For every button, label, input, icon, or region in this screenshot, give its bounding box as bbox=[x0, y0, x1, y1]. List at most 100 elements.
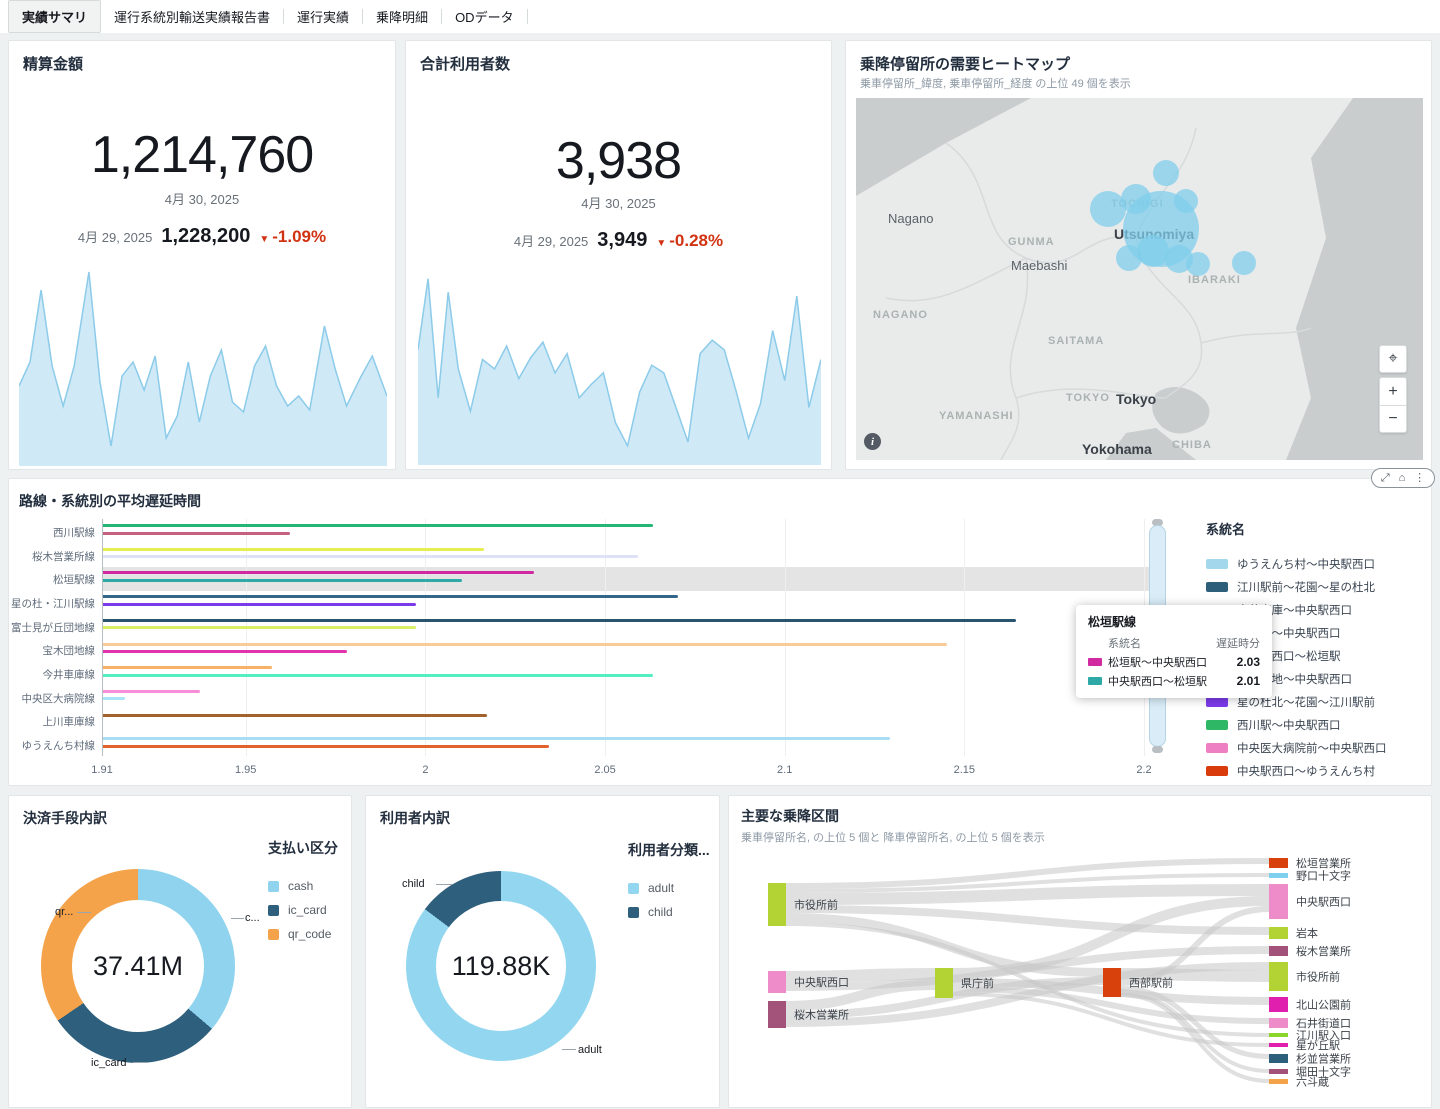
y-category-label: 桜木営業所線 bbox=[32, 550, 95, 563]
legend-swatch bbox=[268, 904, 279, 916]
delay-bar[interactable] bbox=[103, 744, 549, 748]
demand-bubble[interactable] bbox=[1232, 251, 1256, 275]
sankey-link[interactable] bbox=[952, 992, 1270, 1047]
users-donut-chart[interactable]: 119.88K bbox=[406, 871, 596, 1061]
sankey-link[interactable] bbox=[1120, 986, 1270, 1059]
demand-bubble[interactable] bbox=[1153, 160, 1179, 186]
map-zoom-out-button[interactable]: − bbox=[1379, 405, 1407, 433]
delay-bar[interactable] bbox=[103, 689, 200, 693]
donut-total: 119.88K bbox=[451, 950, 551, 981]
delay-bar[interactable] bbox=[103, 602, 416, 606]
sankey-node-中央駅西口[interactable] bbox=[768, 971, 786, 993]
demand-bubble[interactable] bbox=[1174, 189, 1198, 213]
demand-bubble[interactable] bbox=[1121, 184, 1151, 214]
tab-ridership-detail[interactable]: 乗降明細 bbox=[376, 10, 429, 25]
sankey-node-松垣営業所[interactable] bbox=[1269, 858, 1288, 868]
sankey-node-岩本[interactable] bbox=[1269, 927, 1288, 939]
delay-bar[interactable] bbox=[103, 618, 1016, 622]
sankey-link[interactable] bbox=[785, 905, 1270, 935]
legend-item-adult[interactable]: adult bbox=[628, 876, 710, 900]
sankey-node-堀田十文字[interactable] bbox=[1269, 1069, 1288, 1074]
expand-icon[interactable]: ⤢ bbox=[1380, 471, 1390, 484]
sankey-link[interactable] bbox=[1120, 991, 1270, 1073]
legend-item-qr_code[interactable]: qr_code bbox=[268, 922, 338, 946]
delay-bar[interactable] bbox=[103, 642, 948, 646]
delay-bar[interactable] bbox=[103, 650, 348, 653]
delay-bar[interactable] bbox=[103, 524, 653, 527]
delay-bar[interactable] bbox=[103, 666, 272, 670]
map-zoom-in-button[interactable]: + bbox=[1379, 377, 1407, 405]
tab-od-data[interactable]: ODデータ bbox=[455, 10, 514, 25]
gridline bbox=[245, 519, 247, 756]
sankey-link[interactable] bbox=[785, 858, 1270, 889]
delay-bar[interactable] bbox=[103, 626, 416, 630]
delay-bar[interactable] bbox=[103, 595, 678, 599]
callout-child: child bbox=[402, 878, 425, 890]
sankey-link[interactable] bbox=[1120, 906, 1270, 986]
sankey-node-市役所前[interactable] bbox=[1269, 962, 1288, 991]
kebab-menu-icon[interactable]: ⋮ bbox=[1414, 471, 1426, 484]
delay-bar[interactable] bbox=[103, 531, 290, 535]
map-recenter-button[interactable]: ⌖ bbox=[1379, 345, 1407, 373]
sankey-node-西部駅前[interactable] bbox=[1103, 968, 1121, 997]
legend-item[interactable]: 西川駅～中央駅西口 bbox=[1206, 713, 1426, 736]
users-trend-sparkline[interactable] bbox=[418, 273, 821, 465]
sankey-node-石井街道口[interactable] bbox=[1269, 1018, 1288, 1028]
sankey-link[interactable] bbox=[952, 896, 1270, 978]
sankey-node-桜木営業所[interactable] bbox=[1269, 946, 1288, 956]
delay-bar[interactable] bbox=[103, 578, 463, 582]
sankey-link[interactable] bbox=[1120, 993, 1270, 1083]
sankey-link[interactable] bbox=[785, 884, 1270, 905]
demand-bubble[interactable] bbox=[1137, 235, 1169, 267]
sankey-node-市役所前[interactable] bbox=[768, 883, 786, 926]
legend-item[interactable]: 中央医大病院前～中央駅西口 bbox=[1206, 736, 1426, 759]
sankey-link[interactable] bbox=[785, 873, 1270, 893]
legend-item[interactable]: ゆうえんち村～中央駅西口 bbox=[1206, 552, 1426, 575]
tab-transport-report[interactable]: 運行系統別輸送実績報告書 bbox=[114, 10, 271, 25]
legend-item-ic_card[interactable]: ic_card bbox=[268, 898, 338, 922]
kpi-change: ▼ -0.28% bbox=[656, 231, 724, 250]
map-info-icon[interactable]: i bbox=[864, 433, 881, 450]
demand-bubble[interactable] bbox=[1116, 245, 1142, 271]
legend-item[interactable]: 星の杜北～花園～江川駅前 bbox=[1206, 690, 1426, 713]
delay-bar[interactable] bbox=[103, 555, 639, 559]
sankey-link[interactable] bbox=[1120, 968, 1270, 982]
legend-item-cash[interactable]: cash bbox=[268, 874, 338, 898]
sankey-link[interactable] bbox=[785, 968, 936, 983]
legend-item[interactable]: 江川駅前～花園～星の杜北 bbox=[1206, 575, 1426, 598]
settlement-trend-sparkline[interactable] bbox=[19, 266, 387, 466]
home-icon[interactable]: ⌂ bbox=[1398, 471, 1406, 484]
sankey-link[interactable] bbox=[785, 980, 936, 1011]
sankey-node-杉並営業所[interactable] bbox=[1269, 1054, 1288, 1063]
delay-bar[interactable] bbox=[103, 673, 653, 677]
sankey-link[interactable] bbox=[952, 986, 1270, 1024]
legend-swatch bbox=[1206, 742, 1228, 753]
sankey-node-桜木営業所[interactable] bbox=[768, 1001, 786, 1028]
sankey-node-中央駅西口[interactable] bbox=[1269, 884, 1288, 919]
payment-donut-chart[interactable]: 37.41M bbox=[41, 869, 235, 1063]
demand-map[interactable]: NaganoGUNMAMaebashiTOCHIGIUtsunomiyaIBAR… bbox=[856, 98, 1423, 460]
sankey-node-県庁前[interactable] bbox=[935, 968, 953, 998]
demand-bubble[interactable] bbox=[1186, 252, 1210, 276]
sankey-node-江川駅入口[interactable] bbox=[1269, 1033, 1288, 1037]
demand-bubble[interactable] bbox=[1090, 191, 1126, 227]
sankey-link[interactable] bbox=[785, 922, 1270, 1037]
gridline bbox=[964, 519, 966, 756]
tab-operation[interactable]: 運行実績 bbox=[297, 10, 350, 25]
sankey-node-北山公園前[interactable] bbox=[1269, 997, 1288, 1012]
sankey-node-六斗蔵[interactable] bbox=[1269, 1079, 1288, 1084]
legend-item[interactable]: 中央駅西口～ゆうえんち村 bbox=[1206, 759, 1426, 782]
delay-bar[interactable] bbox=[103, 547, 484, 551]
delay-bar[interactable] bbox=[103, 713, 488, 717]
delay-bar[interactable] bbox=[103, 737, 890, 741]
kpi-prev-value: 3,949 bbox=[597, 229, 648, 251]
delay-bar[interactable] bbox=[103, 697, 125, 701]
tab-summary[interactable]: 実績サマリ bbox=[8, 0, 102, 33]
delay-bar[interactable] bbox=[103, 571, 535, 575]
map-controls: ⌖ + − bbox=[1379, 345, 1407, 433]
sankey-node-星が丘駅[interactable] bbox=[1269, 1043, 1288, 1047]
sankey-node-野口十文字[interactable] bbox=[1269, 873, 1288, 878]
legend-item-child[interactable]: child bbox=[628, 900, 710, 924]
map-label-yokohama: Yokohama bbox=[1082, 441, 1152, 457]
